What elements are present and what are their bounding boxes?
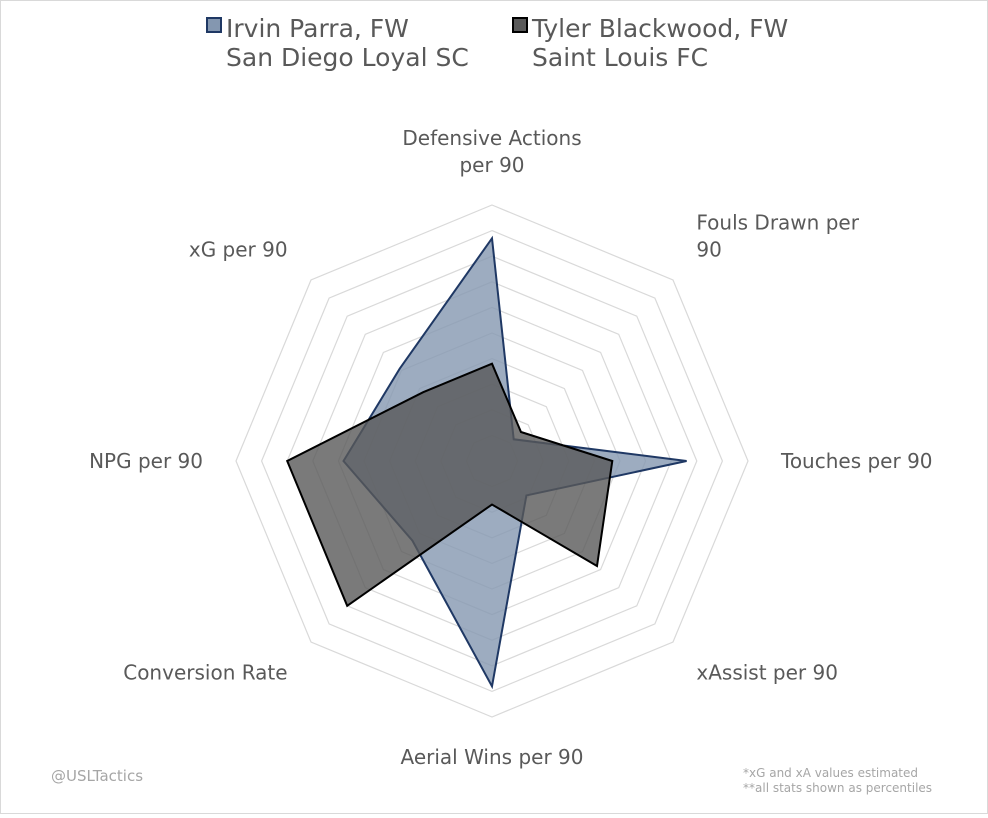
legend-swatch-blackwood	[512, 17, 528, 33]
note-estimated: *xG and xA values estimated	[743, 766, 918, 780]
axis-label-5-line-0: Conversion Rate	[123, 660, 287, 684]
axis-label-1-line-0: Fouls Drawn per	[696, 211, 859, 235]
note-percentiles: **all stats shown as percentiles	[743, 781, 932, 795]
axis-label-2-line-0: Touches per 90	[780, 449, 933, 473]
radar-series	[285, 235, 687, 690]
legend-item-blackwood: Tyler Blackwood, FW Saint Louis FC	[512, 14, 788, 72]
legend-label-parra-line1: Irvin Parra, FW	[226, 14, 409, 43]
legend: Irvin Parra, FW San Diego Loyal SC Tyler…	[206, 14, 788, 72]
axis-label-3-line-0: xAssist per 90	[696, 660, 838, 684]
axis-label-7-line-0: xG per 90	[189, 238, 288, 262]
axis-label-4-line-0: Aerial Wins per 90	[401, 745, 584, 769]
axis-label-6-line-0: NPG per 90	[89, 449, 203, 473]
legend-item-parra: Irvin Parra, FW San Diego Loyal SC	[206, 14, 469, 72]
grid-ring	[260, 229, 724, 693]
series-area-1	[285, 362, 614, 608]
axis-label-1-line-1: 90	[696, 238, 721, 262]
axis-labels: Defensive Actions per 90 Fouls Drawn per 90…	[89, 126, 932, 769]
credit-text: @USLTactics	[51, 767, 143, 785]
legend-label-blackwood-line1: Tyler Blackwood, FW	[531, 14, 788, 43]
legend-swatch-parra	[206, 17, 222, 33]
legend-label-blackwood-line2: Saint Louis FC	[532, 43, 708, 72]
axis-label-0-line-1: per 90	[459, 153, 524, 177]
legend-label-parra-line2: San Diego Loyal SC	[226, 43, 469, 72]
axis-label-0-line-0: Defensive Actions	[402, 126, 581, 150]
grid-ring	[235, 204, 749, 718]
